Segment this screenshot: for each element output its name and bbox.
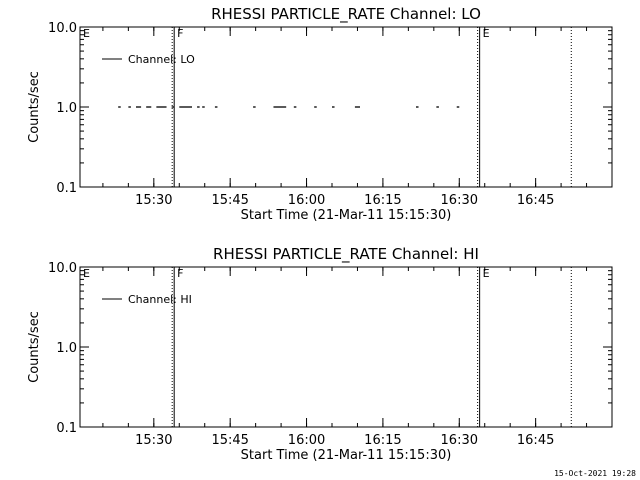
event-marker-label: E <box>83 267 90 280</box>
event-marker-label: E <box>483 267 490 280</box>
x-tick-label: 15:45 <box>211 193 248 208</box>
y-axis-label: Counts/sec <box>27 71 42 143</box>
chart-panel-1: RHESSI PARTICLE_RATE Channel: LO 10.0 1.0 0… <box>27 5 613 223</box>
chart-panel-2: RHESSI PARTICLE_RATE Channel: HI 10.0 1.0 0… <box>27 245 613 463</box>
event-marker-label: E <box>483 27 490 40</box>
x-axis-label: Start Time (21-Mar-11 15:15:30) <box>241 208 452 223</box>
x-tick-label: 15:30 <box>135 193 172 208</box>
chart-title: RHESSI PARTICLE_RATE Channel: HI <box>213 245 479 264</box>
x-tick-label: 16:45 <box>517 193 554 208</box>
x-tick-label: 16:00 <box>288 193 325 208</box>
y-tick-label: 0.1 <box>56 421 77 436</box>
y-tick-label: 0.1 <box>56 181 77 196</box>
x-tick-label: 16:15 <box>364 193 401 208</box>
event-marker-label: F <box>177 27 183 40</box>
x-tick-label: 15:45 <box>211 433 248 448</box>
x-tick-label: 16:00 <box>288 433 325 448</box>
x-tick-label: 16:30 <box>441 193 478 208</box>
y-axis-label: Counts/sec <box>27 311 42 383</box>
x-tick-label: 16:30 <box>441 433 478 448</box>
footer-timestamp: 15-Oct-2021 19:28 <box>554 469 636 478</box>
event-marker-label: F <box>177 267 183 280</box>
chart-title: RHESSI PARTICLE_RATE Channel: LO <box>211 5 481 24</box>
event-marker-label: E <box>83 27 90 40</box>
x-tick-label: 16:15 <box>364 433 401 448</box>
legend-label: Channel: HI <box>128 293 192 306</box>
x-axis-label: Start Time (21-Mar-11 15:15:30) <box>241 448 452 463</box>
x-tick-label: 16:45 <box>517 433 554 448</box>
y-tick-label: 10.0 <box>48 261 77 276</box>
y-tick-label: 1.0 <box>56 341 77 356</box>
legend-label: Channel: LO <box>128 53 195 66</box>
y-tick-label: 1.0 <box>56 101 77 116</box>
plot-frame <box>79 266 613 428</box>
x-tick-label: 15:30 <box>135 433 172 448</box>
y-tick-label: 10.0 <box>48 21 77 36</box>
